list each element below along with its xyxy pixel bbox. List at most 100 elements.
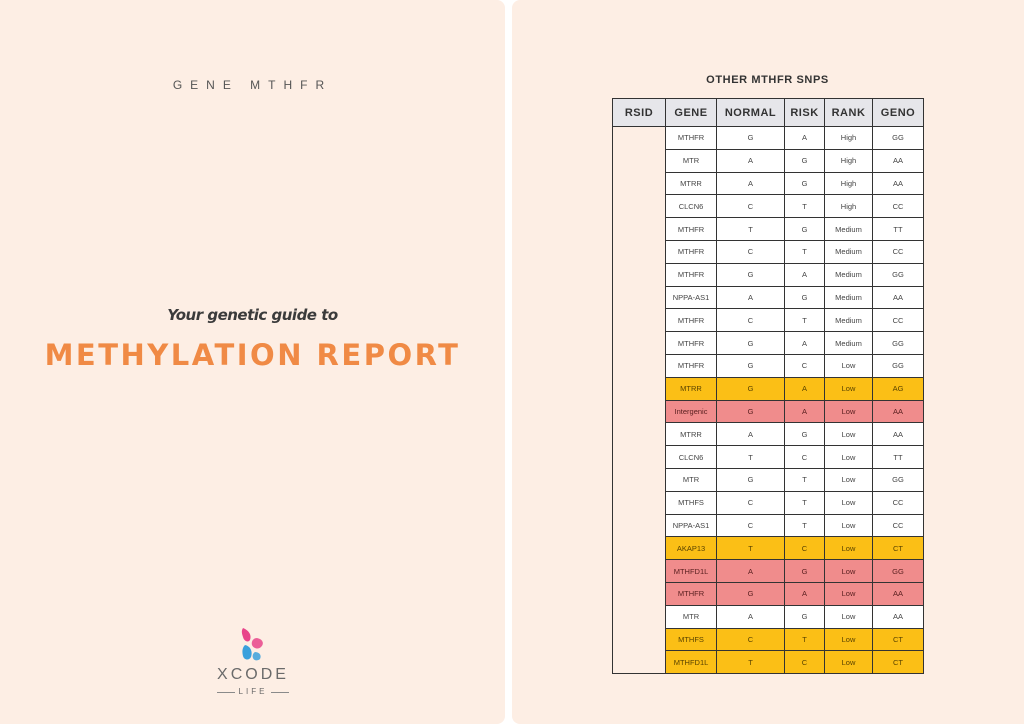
rank-cell: Low: [824, 513, 873, 538]
rank-cell: Low: [824, 445, 873, 469]
risk-cell: G: [784, 422, 825, 447]
rank-cell: High: [824, 148, 873, 173]
table-row: MTRR G A Low AG: [613, 376, 924, 401]
geno-cell: AA: [872, 581, 924, 606]
risk-cell: T: [784, 490, 825, 515]
header-risk: RISK: [784, 98, 825, 127]
rank-cell: High: [824, 171, 873, 196]
table-row: MTHFD1L T C Low CT: [613, 650, 924, 675]
table-row: MTHFR G A Medium GG: [613, 262, 924, 287]
header-gene: GENE: [665, 98, 717, 127]
rank-cell: Low: [824, 650, 873, 675]
normal-cell: T: [716, 217, 785, 241]
risk-cell: T: [784, 513, 825, 538]
risk-cell: G: [784, 604, 825, 629]
report-title: METHYLATION REPORT: [44, 338, 461, 372]
normal-cell: A: [716, 422, 785, 447]
table-header-row: RSID GENE NORMAL RISK RANK GENO: [612, 98, 924, 127]
table-row: MTHFR T G Medium TT: [613, 217, 924, 241]
rank-cell: Medium: [824, 239, 873, 264]
table-row: CLCN6 T C Low TT: [613, 445, 924, 469]
geno-cell: AG: [872, 376, 924, 401]
gene-cell: NPPA-AS1: [665, 513, 717, 538]
gene-cell: MTHFD1L: [665, 559, 717, 583]
geno-cell: AA: [872, 399, 924, 424]
normal-cell: A: [716, 148, 785, 173]
normal-cell: T: [716, 536, 785, 561]
geno-cell: CT: [872, 650, 924, 675]
rank-cell: Low: [824, 559, 873, 583]
risk-cell: C: [784, 536, 825, 561]
gene-cell: MTHFS: [665, 490, 717, 515]
rank-cell: Low: [824, 536, 873, 561]
risk-cell: A: [784, 331, 825, 355]
risk-cell: A: [784, 399, 825, 424]
geno-cell: AA: [872, 171, 924, 196]
gene-cell: MTR: [665, 604, 717, 629]
rank-cell: Low: [824, 399, 873, 424]
geno-cell: GG: [872, 262, 924, 287]
table-row: MTRR A G High AA: [613, 171, 924, 196]
table-title: OTHER MTHFR SNPS: [706, 74, 829, 86]
risk-cell: A: [784, 581, 825, 606]
normal-cell: G: [716, 353, 785, 378]
table-row: CLCN6 C T High CC: [613, 194, 924, 219]
geno-cell: AA: [872, 604, 924, 629]
normal-cell: C: [716, 239, 785, 264]
rank-cell: Low: [824, 490, 873, 515]
normal-cell: G: [716, 399, 785, 424]
risk-cell: T: [784, 627, 825, 652]
risk-cell: T: [784, 467, 825, 492]
gene-cell: MTHFS: [665, 627, 717, 652]
table-row: MTHFR C T Medium CC: [613, 308, 924, 333]
gene-cell: MTHFR: [665, 262, 717, 287]
normal-cell: A: [716, 285, 785, 310]
gene-cell: NPPA-AS1: [665, 285, 717, 310]
cover-page: GENE MTHFR Your genetic guide to METHYLA…: [0, 0, 505, 724]
normal-cell: A: [716, 171, 785, 196]
gene-cell: MTHFD1L: [665, 650, 717, 675]
geno-cell: GG: [872, 126, 924, 150]
geno-cell: GG: [872, 353, 924, 378]
gene-cell: MTRR: [665, 422, 717, 447]
report-tagline: Your genetic guide to: [167, 306, 338, 324]
table-row: NPPA-AS1 C T Low CC: [613, 513, 924, 538]
table-row: MTHFD1L A G Low GG: [613, 559, 924, 583]
geno-cell: TT: [872, 217, 924, 241]
gene-cell: AKAP13: [665, 536, 717, 561]
rank-cell: Medium: [824, 217, 873, 241]
logo-subline: LIFE: [213, 687, 293, 697]
rank-cell: Medium: [824, 285, 873, 310]
gene-cell: MTR: [665, 148, 717, 173]
risk-cell: G: [784, 285, 825, 310]
gene-cell: Intergenic: [665, 399, 717, 424]
table-row: MTHFS C T Low CC: [613, 490, 924, 515]
table-row: NPPA-AS1 A G Medium AA: [613, 285, 924, 310]
gene-cell: MTHFR: [665, 331, 717, 355]
geno-cell: AA: [872, 422, 924, 447]
table-row: MTHFR G A Medium GG: [613, 331, 924, 355]
geno-cell: CT: [872, 536, 924, 561]
normal-cell: C: [716, 627, 785, 652]
normal-cell: G: [716, 331, 785, 355]
geno-cell: CC: [872, 194, 924, 219]
normal-cell: G: [716, 262, 785, 287]
logo-rule-left: [217, 692, 235, 693]
risk-cell: A: [784, 262, 825, 287]
logo-sub: LIFE: [238, 687, 268, 696]
header-rsid: RSID: [612, 98, 666, 127]
normal-cell: G: [716, 581, 785, 606]
rank-cell: Medium: [824, 308, 873, 333]
geno-cell: TT: [872, 445, 924, 469]
risk-cell: C: [784, 445, 825, 469]
geno-cell: AA: [872, 285, 924, 310]
snp-table: RSID GENE NORMAL RISK RANK GENO MTHFR G A H…: [612, 98, 924, 675]
header-geno: GENO: [872, 98, 924, 127]
normal-cell: A: [716, 604, 785, 629]
gene-cell: MTHFR: [665, 581, 717, 606]
rank-cell: High: [824, 126, 873, 150]
gene-cell: CLCN6: [665, 194, 717, 219]
geno-cell: CC: [872, 239, 924, 264]
header-rank: RANK: [824, 98, 873, 127]
risk-cell: A: [784, 126, 825, 150]
